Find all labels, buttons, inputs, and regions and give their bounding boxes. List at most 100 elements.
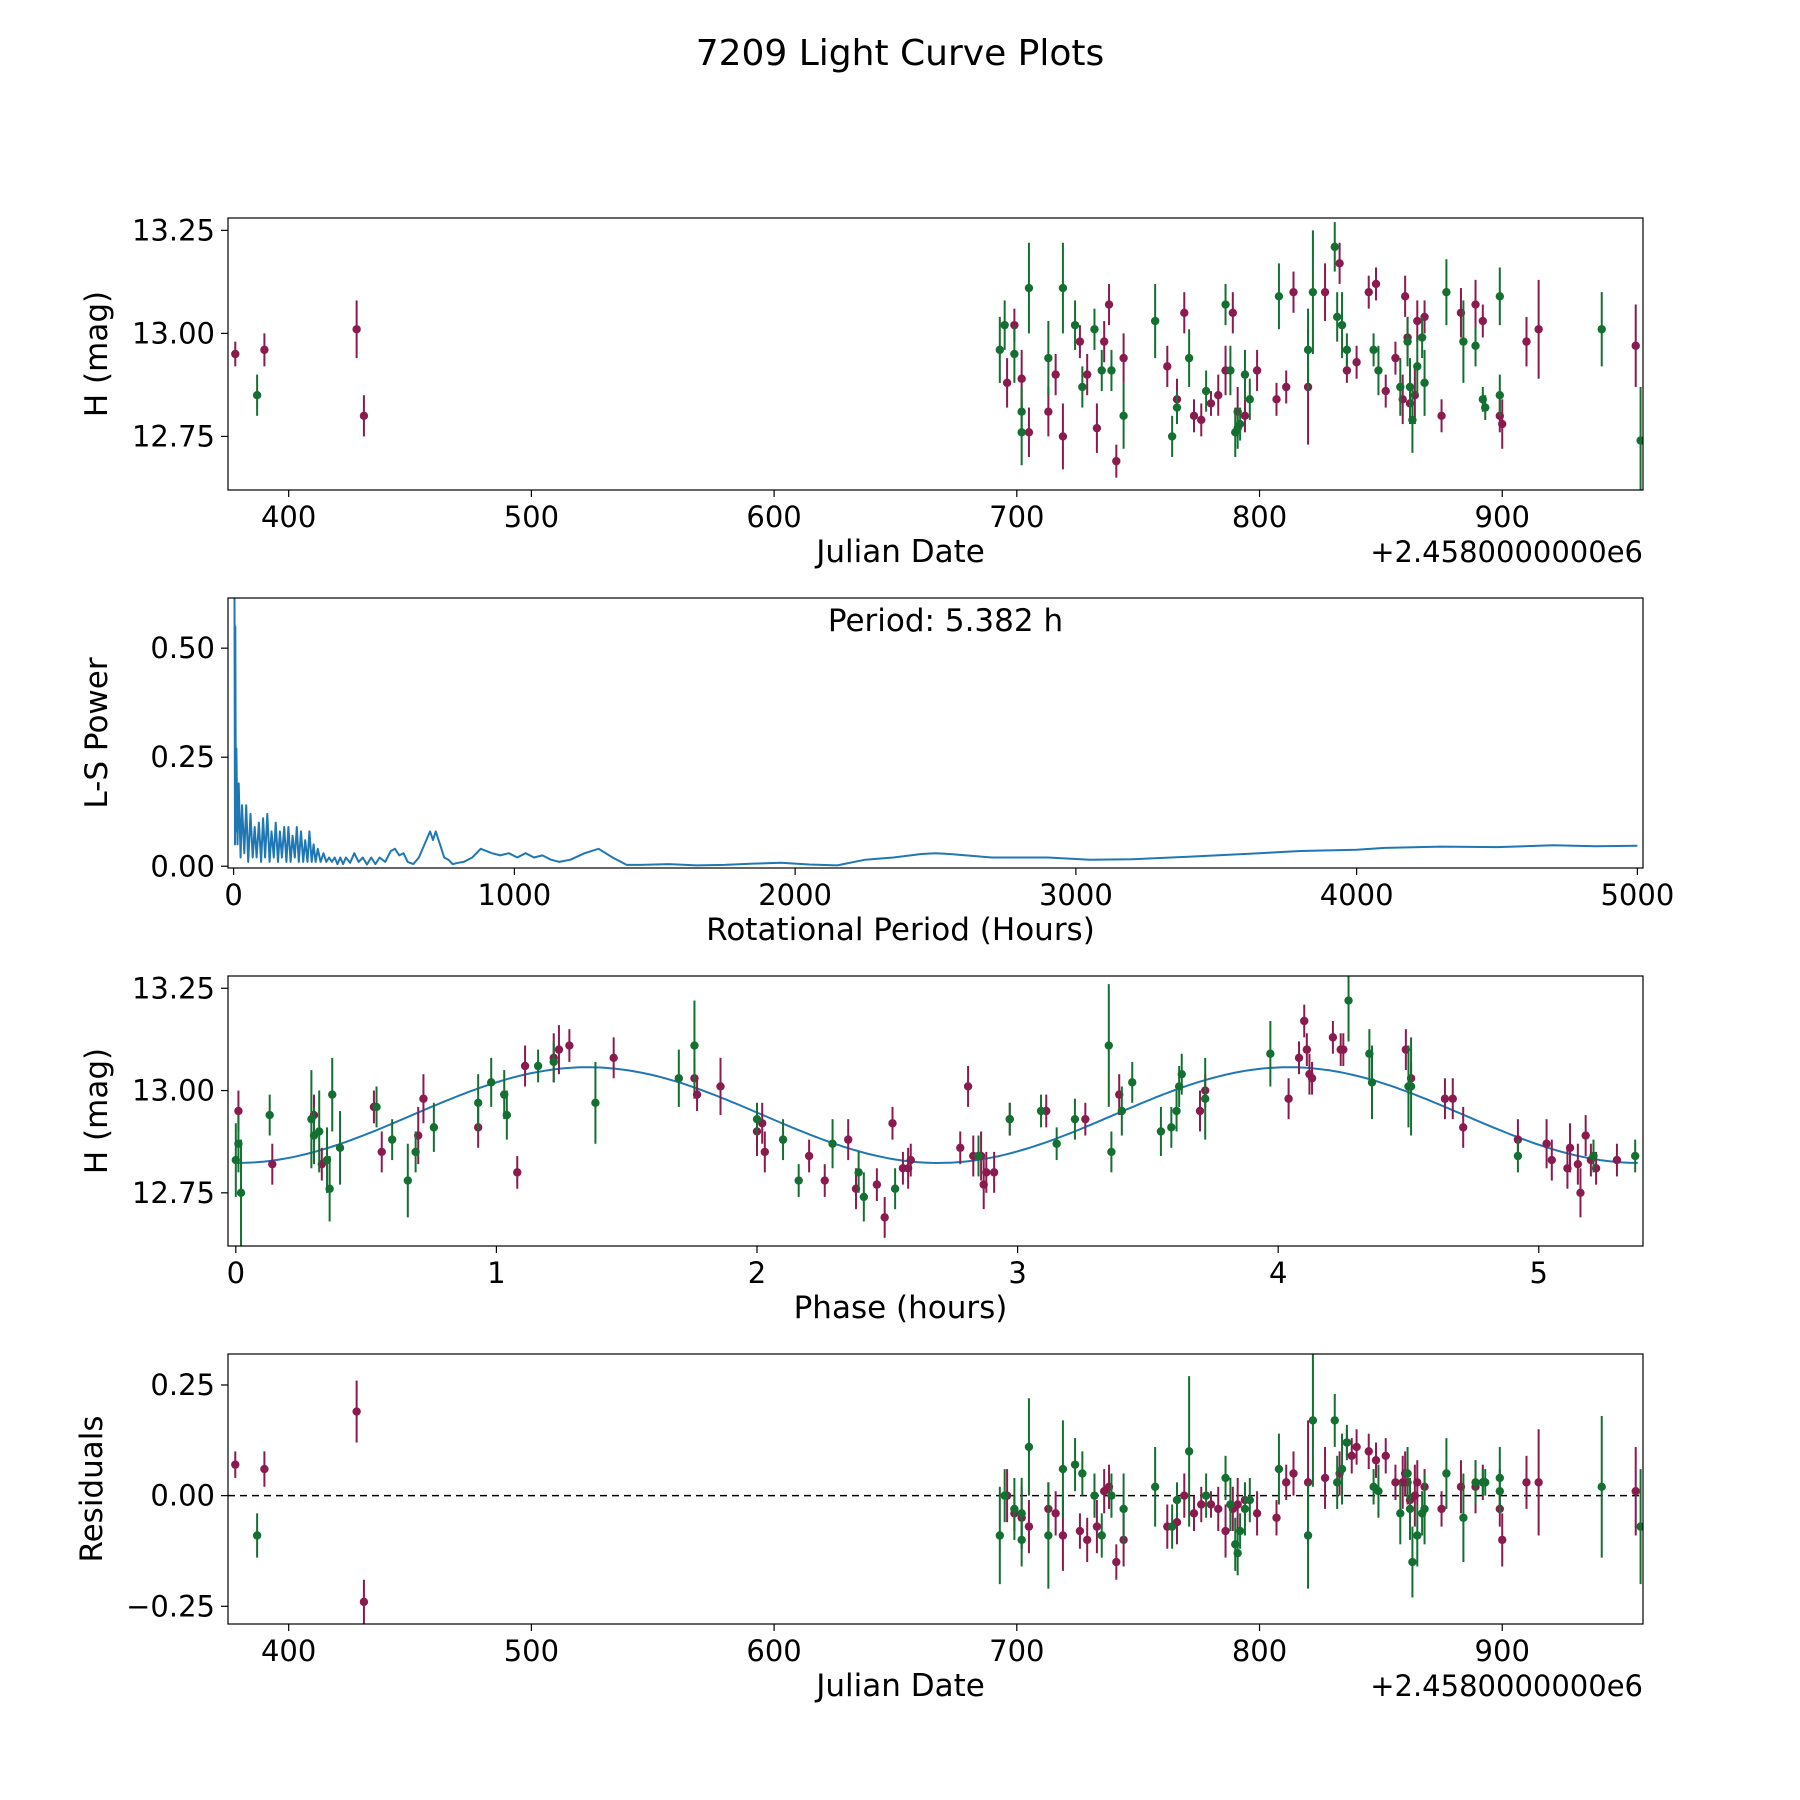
data-point bbox=[890, 1184, 900, 1193]
data-point bbox=[1184, 1447, 1194, 1456]
data-point bbox=[1400, 292, 1410, 301]
y-axis-label: H (mag) bbox=[79, 1048, 115, 1174]
data-point bbox=[1201, 386, 1211, 396]
x-tick-label: 900 bbox=[1475, 500, 1530, 534]
plot-area bbox=[231, 222, 1643, 490]
plot-area bbox=[228, 1354, 1643, 1624]
data-point bbox=[1522, 337, 1531, 346]
data-point bbox=[1104, 1041, 1113, 1050]
data-point bbox=[1214, 391, 1223, 400]
data-point bbox=[1078, 382, 1087, 392]
data-point bbox=[1534, 1478, 1543, 1487]
data-point bbox=[956, 1143, 965, 1153]
data-point bbox=[1344, 996, 1353, 1005]
data-point bbox=[1024, 1442, 1034, 1452]
data-point bbox=[1442, 1469, 1451, 1478]
data-point bbox=[1206, 1500, 1216, 1509]
y-tick-label: 13.25 bbox=[132, 971, 215, 1005]
series-2 bbox=[252, 222, 1643, 490]
data-point bbox=[888, 1119, 897, 1128]
data-point bbox=[1266, 1049, 1275, 1058]
data-point bbox=[1347, 1451, 1356, 1461]
data-point bbox=[1565, 1143, 1575, 1153]
data-point bbox=[1024, 1522, 1034, 1531]
subplot-panels: 400 500 600 700 800 90012.7513.0013.25Julian … bbox=[74, 213, 1674, 1704]
figure-title: 7209 Light Curve Plots bbox=[696, 33, 1105, 74]
y-tick-label: 13.00 bbox=[132, 1074, 215, 1108]
data-point bbox=[1417, 333, 1427, 342]
data-point bbox=[1226, 1500, 1235, 1509]
data-point bbox=[1272, 395, 1281, 404]
data-point bbox=[411, 1147, 420, 1157]
data-point bbox=[1272, 1513, 1281, 1522]
data-point bbox=[1440, 1094, 1450, 1103]
data-point bbox=[403, 1176, 413, 1185]
data-point bbox=[1058, 283, 1068, 293]
data-point bbox=[1167, 1123, 1176, 1132]
data-point bbox=[1119, 1504, 1128, 1514]
data-point bbox=[1189, 1509, 1199, 1518]
data-point bbox=[1597, 325, 1606, 334]
data-point bbox=[1534, 325, 1543, 334]
data-point bbox=[1097, 366, 1106, 375]
axes-frame bbox=[227, 975, 1644, 1247]
data-point bbox=[1167, 1522, 1177, 1531]
data-point bbox=[752, 1114, 762, 1124]
period-annotation: Period: 5.382 h bbox=[828, 603, 1063, 639]
data-point bbox=[1339, 1045, 1348, 1054]
series-2 bbox=[252, 1354, 1643, 1598]
data-point bbox=[995, 1531, 1005, 1540]
axes-frame bbox=[227, 597, 1644, 869]
x-tick-label: 0 bbox=[224, 878, 242, 912]
x-tick-label: 900 bbox=[1475, 1634, 1530, 1668]
x-tick-label: 0 bbox=[227, 1256, 245, 1290]
data-point bbox=[1058, 1464, 1068, 1474]
x-tick-label: 1000 bbox=[477, 878, 551, 912]
data-point bbox=[1413, 1478, 1422, 1487]
data-point bbox=[1352, 358, 1361, 367]
data-point bbox=[778, 1135, 788, 1144]
data-point bbox=[974, 1151, 983, 1161]
data-point bbox=[1240, 411, 1250, 421]
y-tick-label: 0.25 bbox=[150, 740, 215, 774]
data-point bbox=[1002, 378, 1012, 388]
data-point bbox=[844, 1135, 853, 1144]
data-point bbox=[1471, 341, 1480, 350]
data-point bbox=[1352, 1442, 1361, 1452]
data-point bbox=[1117, 1106, 1127, 1116]
data-point bbox=[260, 345, 269, 355]
data-point bbox=[1471, 1478, 1480, 1487]
data-point bbox=[1442, 287, 1451, 297]
data-point bbox=[820, 1176, 829, 1185]
data-point bbox=[995, 345, 1005, 355]
data-point bbox=[1403, 1469, 1412, 1478]
data-point bbox=[989, 1168, 999, 1177]
data-point bbox=[1078, 1469, 1087, 1478]
data-point bbox=[1342, 345, 1352, 355]
data-point bbox=[906, 1155, 915, 1165]
data-point bbox=[1172, 403, 1182, 412]
data-point bbox=[1252, 1509, 1262, 1518]
data-point bbox=[1099, 337, 1109, 346]
y-tick-label: 0.00 bbox=[150, 1479, 215, 1513]
data-point bbox=[1307, 1074, 1317, 1083]
data-point bbox=[1332, 312, 1342, 322]
data-point bbox=[1274, 1464, 1284, 1474]
data-point bbox=[1119, 353, 1128, 363]
data-point bbox=[1082, 1535, 1092, 1545]
periodogram-line bbox=[233, 598, 1638, 867]
data-point bbox=[1302, 1045, 1312, 1054]
y-tick-label: 0.50 bbox=[150, 631, 215, 665]
data-point bbox=[1097, 1531, 1106, 1540]
data-point bbox=[1364, 287, 1373, 297]
data-point bbox=[1036, 1106, 1046, 1116]
data-point bbox=[1070, 1114, 1080, 1124]
data-point bbox=[315, 1127, 324, 1136]
data-point bbox=[1081, 1114, 1090, 1124]
data-point bbox=[1070, 1460, 1080, 1469]
data-point bbox=[1197, 415, 1206, 425]
data-point bbox=[982, 1168, 991, 1177]
data-point bbox=[1221, 300, 1230, 309]
data-point bbox=[859, 1192, 869, 1202]
